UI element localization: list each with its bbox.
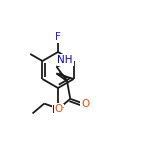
- Text: O: O: [54, 104, 63, 114]
- Text: Br: Br: [52, 105, 64, 115]
- Text: O: O: [81, 99, 89, 109]
- Text: F: F: [55, 32, 61, 42]
- Text: NH: NH: [57, 55, 73, 65]
